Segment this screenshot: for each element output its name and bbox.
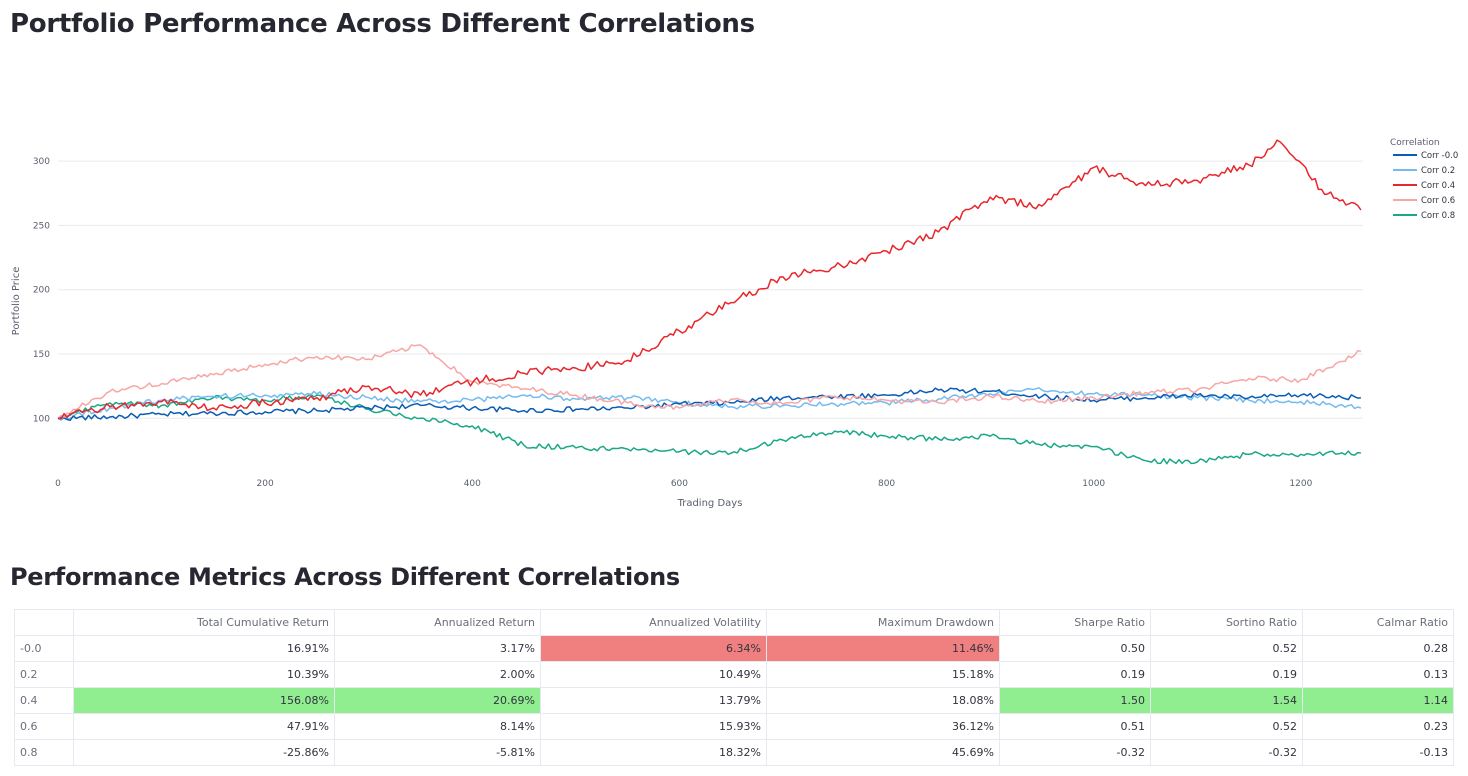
series-lines bbox=[57, 139, 1362, 465]
table-cell: 18.08% bbox=[766, 687, 1000, 714]
table-cell: 0.52 bbox=[1150, 713, 1303, 740]
column-header-total-cumulative-return[interactable]: Total Cumulative Return bbox=[73, 609, 335, 636]
table-cell: 8.14% bbox=[334, 713, 541, 740]
y-tick-label: 250 bbox=[33, 221, 50, 231]
x-tick-labels: 0 200 400 600 800 1000 1200 bbox=[55, 479, 1312, 489]
table-cell-max-highlight: 20.69% bbox=[334, 687, 541, 714]
table-cell: 16.91% bbox=[73, 635, 335, 662]
table-cell: 0.19 bbox=[1150, 661, 1303, 688]
table-cell: 0.28 bbox=[1302, 635, 1454, 662]
table-header-row: Total Cumulative Return Annualized Retur… bbox=[14, 609, 1454, 636]
table-cell: 45.69% bbox=[766, 739, 1000, 766]
table-cell: 2.00% bbox=[334, 661, 541, 688]
series-line-corr-0.4[interactable] bbox=[57, 139, 1362, 420]
table-row: 0.6 47.91% 8.14% 15.93% 36.12% 0.51 0.52… bbox=[14, 713, 1454, 740]
table-cell: 0.13 bbox=[1302, 661, 1454, 688]
table-row: 0.4 156.08% 20.69% 13.79% 18.08% 1.50 1.… bbox=[14, 687, 1454, 714]
table-cell: 0.51 bbox=[999, 713, 1151, 740]
x-axis-title: Trading Days bbox=[677, 498, 743, 509]
column-header-annualized-volatility[interactable]: Annualized Volatility bbox=[540, 609, 767, 636]
row-label: 0.6 bbox=[14, 713, 74, 740]
series-line-corr-0.6[interactable] bbox=[57, 344, 1362, 419]
table-row: 0.2 10.39% 2.00% 10.49% 15.18% 0.19 0.19… bbox=[14, 661, 1454, 688]
x-tick-label: 0 bbox=[55, 479, 61, 489]
table-cell-max-highlight: 156.08% bbox=[73, 687, 335, 714]
table-cell: 10.49% bbox=[540, 661, 767, 688]
table-cell: -5.81% bbox=[334, 739, 541, 766]
x-tick-label: 1000 bbox=[1082, 479, 1105, 489]
table-cell: 47.91% bbox=[73, 713, 335, 740]
column-header-maximum-drawdown[interactable]: Maximum Drawdown bbox=[766, 609, 1000, 636]
series-line-corr-0.8[interactable] bbox=[57, 393, 1361, 465]
table-cell: 0.50 bbox=[999, 635, 1151, 662]
portfolio-line-chart[interactable]: 100 150 200 250 300 0 200 400 600 800 1000 1200 Tr… bbox=[0, 120, 1468, 520]
legend-item-label[interactable]: Corr 0.2 bbox=[1421, 166, 1455, 176]
table-cell-max-highlight: 1.54 bbox=[1150, 687, 1303, 714]
table-cell: 15.18% bbox=[766, 661, 1000, 688]
row-label: 0.2 bbox=[14, 661, 74, 688]
row-label: 0.4 bbox=[14, 687, 74, 714]
legend-title: Correlation bbox=[1390, 138, 1440, 148]
legend-item-label[interactable]: Corr 0.4 bbox=[1421, 181, 1455, 191]
column-header-sortino-ratio[interactable]: Sortino Ratio bbox=[1150, 609, 1303, 636]
y-tick-labels: 100 150 200 250 300 bbox=[33, 157, 50, 424]
grid-lines bbox=[58, 160, 1363, 419]
legend-item-label[interactable]: Corr -0.0 bbox=[1421, 151, 1458, 161]
legend-item-label[interactable]: Corr 0.8 bbox=[1421, 211, 1455, 221]
y-tick-label: 150 bbox=[33, 350, 50, 360]
legend[interactable]: Correlation Corr -0.0 Corr 0.2 Corr 0.4 Cor… bbox=[1390, 138, 1458, 221]
table-cell: 0.19 bbox=[999, 661, 1151, 688]
metrics-section-title: Performance Metrics Across Different Cor… bbox=[10, 563, 680, 591]
x-tick-label: 400 bbox=[464, 479, 481, 489]
x-tick-label: 800 bbox=[878, 479, 895, 489]
row-label: 0.8 bbox=[14, 739, 74, 766]
table-cell: -25.86% bbox=[73, 739, 335, 766]
column-header-annualized-return[interactable]: Annualized Return bbox=[334, 609, 541, 636]
table-cell: 15.93% bbox=[540, 713, 767, 740]
y-tick-label: 200 bbox=[33, 286, 50, 296]
table-cell-max-highlight: 1.14 bbox=[1302, 687, 1454, 714]
table-cell-min-highlight: 6.34% bbox=[540, 635, 767, 662]
x-tick-label: 600 bbox=[671, 479, 688, 489]
row-label: -0.0 bbox=[14, 635, 74, 662]
table-row: 0.8 -25.86% -5.81% 18.32% 45.69% -0.32 -… bbox=[14, 739, 1454, 766]
page-title: Portfolio Performance Across Different C… bbox=[10, 9, 755, 39]
table-cell: 0.23 bbox=[1302, 713, 1454, 740]
table-cell: 0.52 bbox=[1150, 635, 1303, 662]
y-tick-label: 100 bbox=[33, 414, 50, 424]
table-cell-max-highlight: 1.50 bbox=[999, 687, 1151, 714]
column-header-index[interactable] bbox=[14, 609, 74, 636]
table-cell-min-highlight: 11.46% bbox=[766, 635, 1000, 662]
legend-item-label[interactable]: Corr 0.6 bbox=[1421, 196, 1455, 206]
table-cell: -0.32 bbox=[1150, 739, 1303, 766]
y-axis-title: Portfolio Price bbox=[11, 267, 22, 336]
table-cell: -0.13 bbox=[1302, 739, 1454, 766]
column-header-sharpe-ratio[interactable]: Sharpe Ratio bbox=[999, 609, 1151, 636]
table-cell: 36.12% bbox=[766, 713, 1000, 740]
x-tick-label: 200 bbox=[257, 479, 274, 489]
table-cell: 10.39% bbox=[73, 661, 335, 688]
table-cell: 3.17% bbox=[334, 635, 541, 662]
table-cell: 18.32% bbox=[540, 739, 767, 766]
x-tick-label: 1200 bbox=[1289, 479, 1312, 489]
column-header-calmar-ratio[interactable]: Calmar Ratio bbox=[1302, 609, 1454, 636]
y-tick-label: 300 bbox=[33, 157, 50, 167]
table-row: -0.0 16.91% 3.17% 6.34% 11.46% 0.50 0.52… bbox=[14, 635, 1454, 662]
table-cell: 13.79% bbox=[540, 687, 767, 714]
table-cell: -0.32 bbox=[999, 739, 1151, 766]
metrics-table: Total Cumulative Return Annualized Retur… bbox=[14, 609, 1454, 766]
